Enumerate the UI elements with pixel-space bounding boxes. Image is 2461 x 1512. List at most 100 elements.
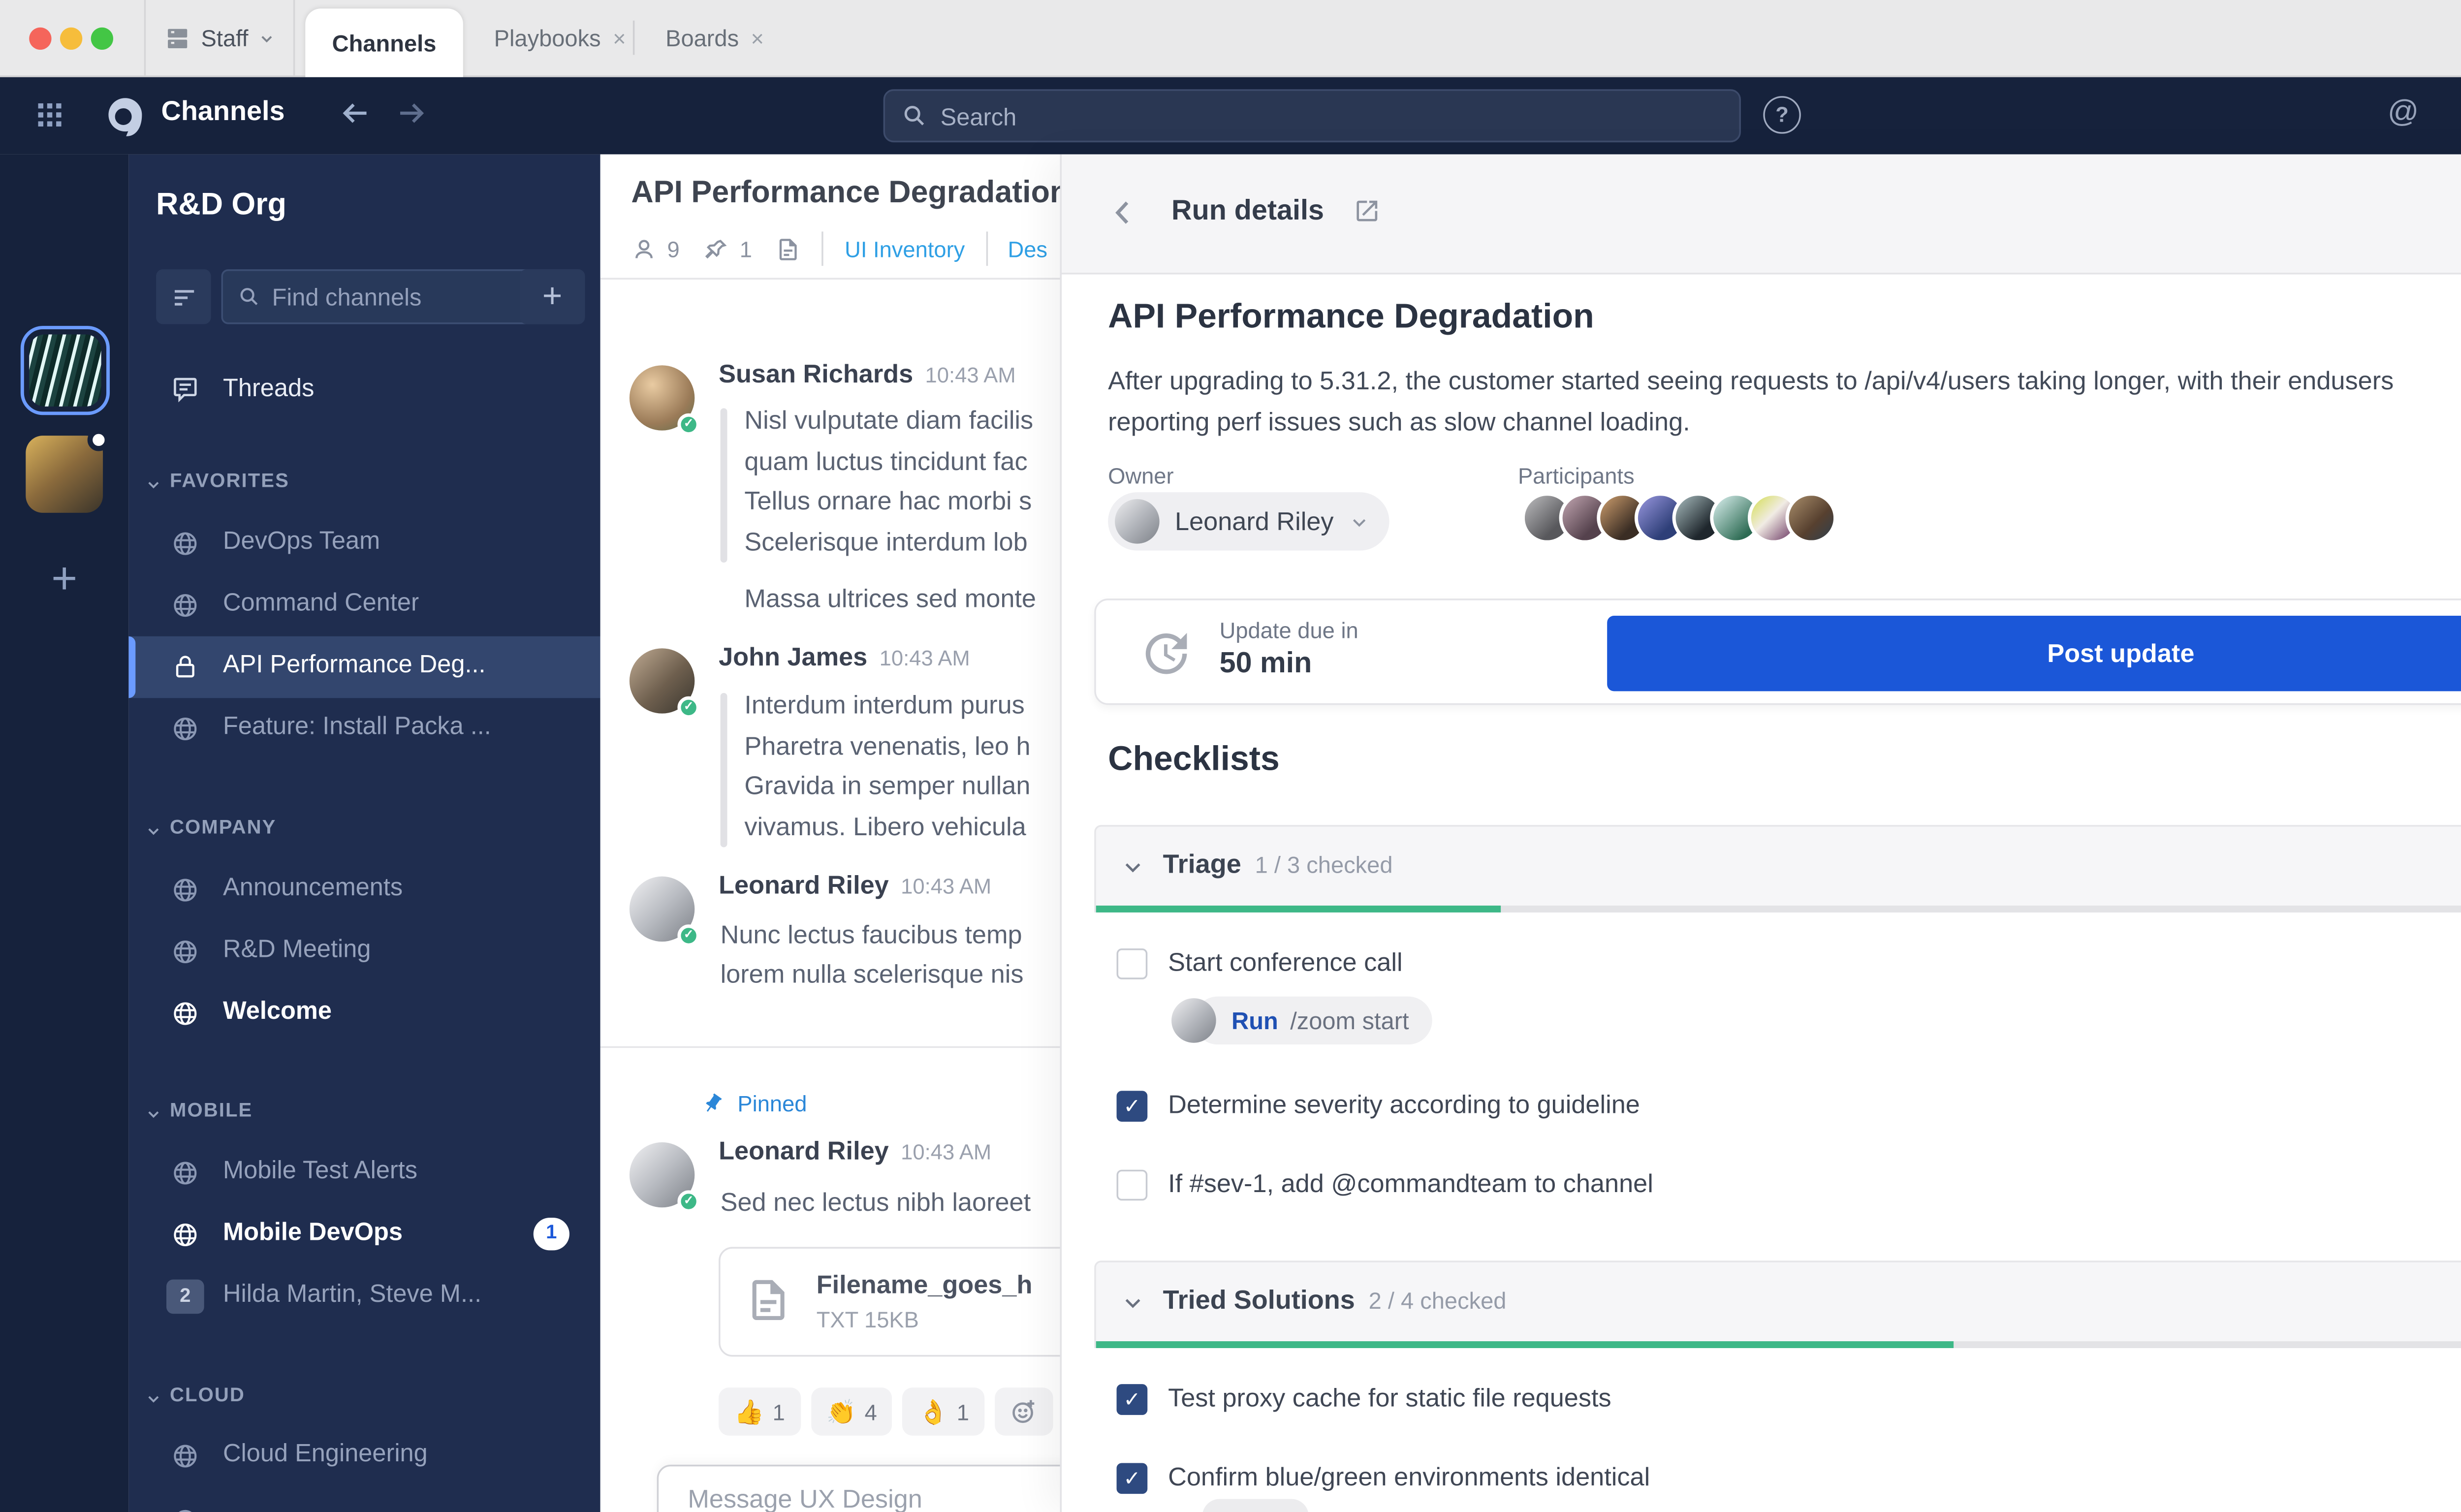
channel-link-des[interactable]: Des: [1008, 236, 1048, 262]
message-time: 10:43 AM: [925, 363, 1016, 388]
pinned-count[interactable]: 1: [739, 236, 752, 262]
team-icon-active[interactable]: [20, 326, 110, 415]
mentions-icon[interactable]: @: [2387, 94, 2419, 129]
window-minimize-button[interactable]: [60, 27, 83, 50]
message-time: 10:43 AM: [901, 1140, 992, 1165]
sidebar-item-devops-team[interactable]: DevOps Team: [128, 513, 600, 574]
message-time: 10:43 AM: [879, 646, 970, 671]
owner-label: Owner: [1108, 463, 1174, 489]
sidebar-item-feature-install[interactable]: Feature: Install Packa ...: [128, 698, 600, 759]
checkbox[interactable]: ✓: [1116, 1091, 1148, 1122]
avatar[interactable]: ✓: [629, 648, 700, 719]
team-icon[interactable]: [26, 429, 110, 513]
dm-member-count: 2: [166, 1279, 204, 1314]
message-text: Massa ultrices sed monte: [744, 585, 1037, 614]
workspace-switcher[interactable]: Staff: [144, 0, 295, 76]
sidebar-item-rd-meeting[interactable]: R&D Meeting: [128, 921, 600, 982]
back-chevron-icon[interactable]: [1106, 195, 1141, 230]
checklist-header-tried-solutions[interactable]: Tried Solutions 2 / 4 checked: [1094, 1260, 2461, 1348]
section-company[interactable]: COMPANY: [128, 817, 600, 844]
reaction-thumbsup[interactable]: 👍 1: [719, 1387, 801, 1436]
add-team-button[interactable]: +: [51, 552, 78, 604]
reaction-ok[interactable]: 👌 1: [903, 1387, 985, 1436]
open-in-new-icon[interactable]: [1353, 197, 1381, 225]
sidebar-item-welcome[interactable]: Welcome: [128, 983, 600, 1044]
checklist-header-triage[interactable]: Triage 1 / 3 checked: [1094, 825, 2461, 913]
avatar[interactable]: ✓: [629, 876, 700, 947]
tab-boards[interactable]: Boards ×: [665, 25, 764, 51]
file-name: Filename_goes_h: [816, 1271, 1033, 1300]
search-box[interactable]: [883, 89, 1741, 143]
pin-icon[interactable]: [704, 236, 729, 261]
filter-icon: [174, 289, 193, 305]
window-zoom-button[interactable]: [91, 27, 113, 50]
rhs-title: Run details: [1171, 195, 1324, 226]
message-author: Leonard Riley 10:43 AM: [719, 871, 992, 901]
checkbox[interactable]: ✓: [1116, 948, 1148, 979]
member-count[interactable]: 9: [667, 236, 680, 262]
channel-filter-button[interactable]: [156, 269, 211, 324]
window-close-button[interactable]: [29, 27, 52, 50]
checkbox[interactable]: ✓: [1116, 1384, 1148, 1415]
sidebar-item-threads[interactable]: Threads: [128, 358, 600, 420]
sidebar-item-mobile-test-alerts[interactable]: Mobile Test Alerts: [128, 1142, 600, 1204]
post-update-button[interactable]: Post update: [1607, 616, 2461, 692]
section-mobile[interactable]: MOBILE: [128, 1100, 600, 1127]
globe-icon: [179, 1510, 192, 1512]
product-grid-icon[interactable]: [34, 99, 65, 130]
search-input[interactable]: [940, 102, 1722, 130]
tab-channels[interactable]: Channels: [305, 8, 463, 77]
channel-title[interactable]: API Performance Degradation: [631, 175, 1060, 211]
server-icon: [168, 28, 188, 48]
avatar: [1785, 492, 1837, 544]
globe-icon: [174, 1002, 197, 1025]
run-command-button[interactable]: Run /zoom start: [1194, 996, 1433, 1045]
sidebar-item-cloud-engineering[interactable]: Cloud Engineering: [128, 1425, 600, 1487]
run-description: After upgrading to 5.31.2, the customer …: [1108, 367, 2394, 438]
section-cloud[interactable]: CLOUD: [128, 1384, 600, 1412]
section-favorites[interactable]: FAVORITES: [128, 470, 600, 498]
participants-avatars[interactable]: [1521, 492, 1837, 544]
avatar: [1171, 998, 1216, 1043]
sidebar-item-api-performance[interactable]: API Performance Deg...: [128, 636, 600, 698]
close-tab-icon[interactable]: ×: [751, 25, 764, 51]
file-attachment[interactable]: Filename_goes_h TXT 15KB: [719, 1247, 1060, 1357]
sidebar-item-command-center[interactable]: Command Center: [128, 574, 600, 636]
channel-meta-row: 9 1 UI Inventory Des: [631, 230, 1047, 268]
close-tab-icon[interactable]: ×: [613, 25, 626, 51]
checkbox[interactable]: ✓: [1116, 1463, 1148, 1494]
lock-icon: [176, 656, 194, 678]
avatar[interactable]: ✓: [629, 1142, 700, 1213]
find-channels-input[interactable]: [272, 283, 568, 311]
sidebar-item-announcements[interactable]: Announcements: [128, 859, 600, 921]
checklist-progress: [1096, 1341, 2461, 1348]
org-name[interactable]: R&D Org: [156, 187, 286, 221]
history-back-icon[interactable]: [338, 96, 372, 130]
tab-playbooks[interactable]: Playbooks ×: [494, 25, 626, 51]
add-channel-button[interactable]: +: [519, 269, 585, 324]
channel-link-ui-inventory[interactable]: UI Inventory: [845, 236, 965, 262]
file-icon[interactable]: [776, 236, 802, 261]
checklist-status: 1 / 3 checked: [1255, 852, 1393, 879]
checkbox[interactable]: ✓: [1116, 1169, 1148, 1201]
tab-divider: [632, 20, 635, 55]
message-author: Leonard Riley 10:43 AM: [719, 1137, 992, 1166]
owner-selector[interactable]: Leonard Riley: [1108, 492, 1389, 551]
sidebar-item-mobile-devops[interactable]: Mobile DevOps 1: [128, 1204, 600, 1265]
members-icon[interactable]: [631, 236, 657, 261]
message-composer[interactable]: Message UX Design: [657, 1464, 1060, 1512]
owner-name: Leonard Riley: [1175, 506, 1334, 536]
sidebar-item-partial[interactable]: [128, 1490, 600, 1512]
history-forward-icon[interactable]: [394, 96, 429, 130]
reaction-clap[interactable]: 👏 4: [811, 1387, 893, 1436]
pin-icon: [706, 1093, 722, 1112]
globe-icon: [174, 941, 197, 964]
avatar[interactable]: ✓: [629, 365, 700, 436]
globe-icon: [174, 1162, 197, 1185]
reactions-row: 👍 1 👏 4 👌 1: [719, 1387, 1053, 1436]
help-icon[interactable]: ?: [1763, 96, 1801, 134]
participants-label: Participants: [1517, 463, 1635, 489]
sidebar-item-group-dm[interactable]: 2 Hilda Martin, Steve M...: [128, 1266, 600, 1327]
update-due-label: Update due in: [1219, 617, 1358, 643]
add-reaction-button[interactable]: [995, 1387, 1053, 1436]
